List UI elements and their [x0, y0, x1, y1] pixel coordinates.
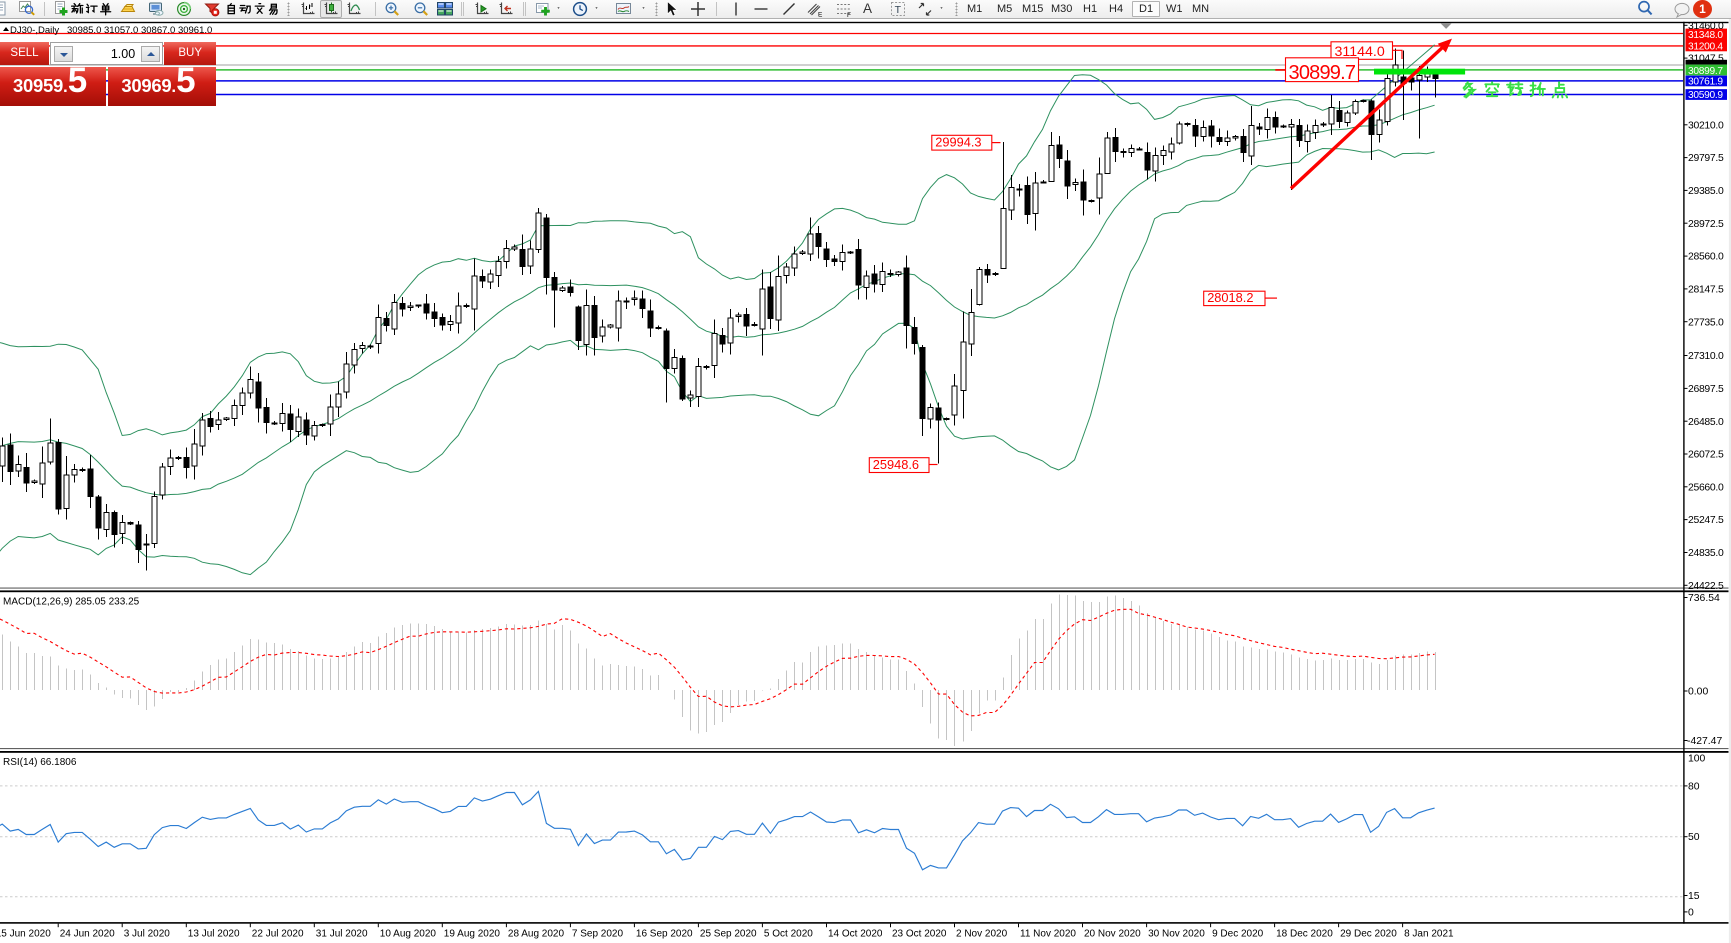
svg-text:31 Jul 2020: 31 Jul 2020 [316, 929, 368, 940]
svg-text:0: 0 [1688, 907, 1694, 918]
svg-text:T: T [895, 4, 902, 16]
svg-text:28560.0: 28560.0 [1688, 252, 1724, 263]
svg-text:27735.0: 27735.0 [1688, 317, 1724, 328]
svg-text:8 Jan 2021: 8 Jan 2021 [1404, 929, 1454, 940]
svg-text:31348.0: 31348.0 [1688, 30, 1723, 41]
svg-text:RSI(14) 66.1806: RSI(14) 66.1806 [3, 757, 77, 768]
svg-text:26072.5: 26072.5 [1688, 450, 1724, 461]
svg-text:10 Aug 2020: 10 Aug 2020 [380, 929, 437, 940]
svg-text:26897.5: 26897.5 [1688, 384, 1724, 395]
svg-text:50: 50 [1688, 832, 1700, 843]
svg-text:100: 100 [1688, 753, 1706, 764]
svg-text:13 Jul 2020: 13 Jul 2020 [188, 929, 240, 940]
svg-text:29994.3: 29994.3 [935, 135, 981, 150]
svg-text:30761.9: 30761.9 [1688, 77, 1723, 88]
svg-text:24 Jun 2020: 24 Jun 2020 [60, 929, 115, 940]
svg-text:30899.7: 30899.7 [1289, 62, 1356, 84]
svg-text:28 Aug 2020: 28 Aug 2020 [508, 929, 565, 940]
svg-text:31460.0: 31460.0 [1688, 21, 1724, 32]
svg-text:31200.4: 31200.4 [1688, 42, 1723, 53]
svg-text:31047.5: 31047.5 [1688, 54, 1724, 65]
svg-text:30899.7: 30899.7 [1688, 66, 1723, 77]
svg-text:25948.6: 25948.6 [873, 457, 919, 472]
svg-text:30210.0: 30210.0 [1688, 120, 1724, 131]
svg-text:28018.2: 28018.2 [1207, 290, 1253, 305]
svg-text:25 Sep 2020: 25 Sep 2020 [700, 929, 757, 940]
svg-text:3 Jul 2020: 3 Jul 2020 [124, 929, 171, 940]
svg-text:736.54: 736.54 [1688, 593, 1720, 604]
svg-text:25247.5: 25247.5 [1688, 515, 1724, 526]
svg-text:11 Nov 2020: 11 Nov 2020 [1020, 929, 1076, 940]
svg-text:80: 80 [1688, 781, 1700, 792]
svg-text:-427.47: -427.47 [1687, 736, 1722, 747]
svg-text:20 Nov 2020: 20 Nov 2020 [1084, 929, 1141, 940]
svg-text:22 Jul 2020: 22 Jul 2020 [252, 929, 304, 940]
svg-text:MACD(12,26,9) 285.05 233.25: MACD(12,26,9) 285.05 233.25 [3, 596, 140, 607]
svg-text:29 Dec 2020: 29 Dec 2020 [1340, 929, 1397, 940]
svg-text:25660.0: 25660.0 [1688, 482, 1724, 493]
svg-text:15 Jun 2020: 15 Jun 2020 [0, 929, 51, 940]
svg-text:19 Aug 2020: 19 Aug 2020 [444, 929, 501, 940]
svg-text:7 Sep 2020: 7 Sep 2020 [572, 929, 624, 940]
svg-text:15: 15 [1688, 891, 1700, 902]
svg-text:28972.5: 28972.5 [1688, 219, 1724, 230]
svg-text:18 Dec 2020: 18 Dec 2020 [1276, 929, 1333, 940]
svg-text:14 Oct 2020: 14 Oct 2020 [828, 929, 883, 940]
svg-text:5 Oct 2020: 5 Oct 2020 [764, 929, 813, 940]
svg-text:E: E [818, 12, 823, 18]
svg-text:0.00: 0.00 [1688, 687, 1708, 698]
svg-text:27310.0: 27310.0 [1688, 351, 1724, 362]
svg-text:9 Dec 2020: 9 Dec 2020 [1212, 929, 1264, 940]
svg-text:30590.9: 30590.9 [1688, 90, 1723, 101]
svg-text:2 Nov 2020: 2 Nov 2020 [956, 929, 1008, 940]
svg-text:31144.0: 31144.0 [1335, 44, 1385, 60]
svg-text:30 Nov 2020: 30 Nov 2020 [1148, 929, 1205, 940]
svg-text:24422.5: 24422.5 [1688, 581, 1724, 592]
svg-text:29797.5: 29797.5 [1688, 153, 1724, 164]
svg-text:26485.0: 26485.0 [1688, 417, 1724, 428]
svg-text:29385.0: 29385.0 [1688, 186, 1724, 197]
svg-text:F: F [847, 12, 851, 17]
svg-text:23 Oct 2020: 23 Oct 2020 [892, 929, 947, 940]
svg-text:28147.5: 28147.5 [1688, 285, 1724, 296]
svg-text:16 Sep 2020: 16 Sep 2020 [636, 929, 693, 940]
svg-text:24835.0: 24835.0 [1688, 548, 1724, 559]
